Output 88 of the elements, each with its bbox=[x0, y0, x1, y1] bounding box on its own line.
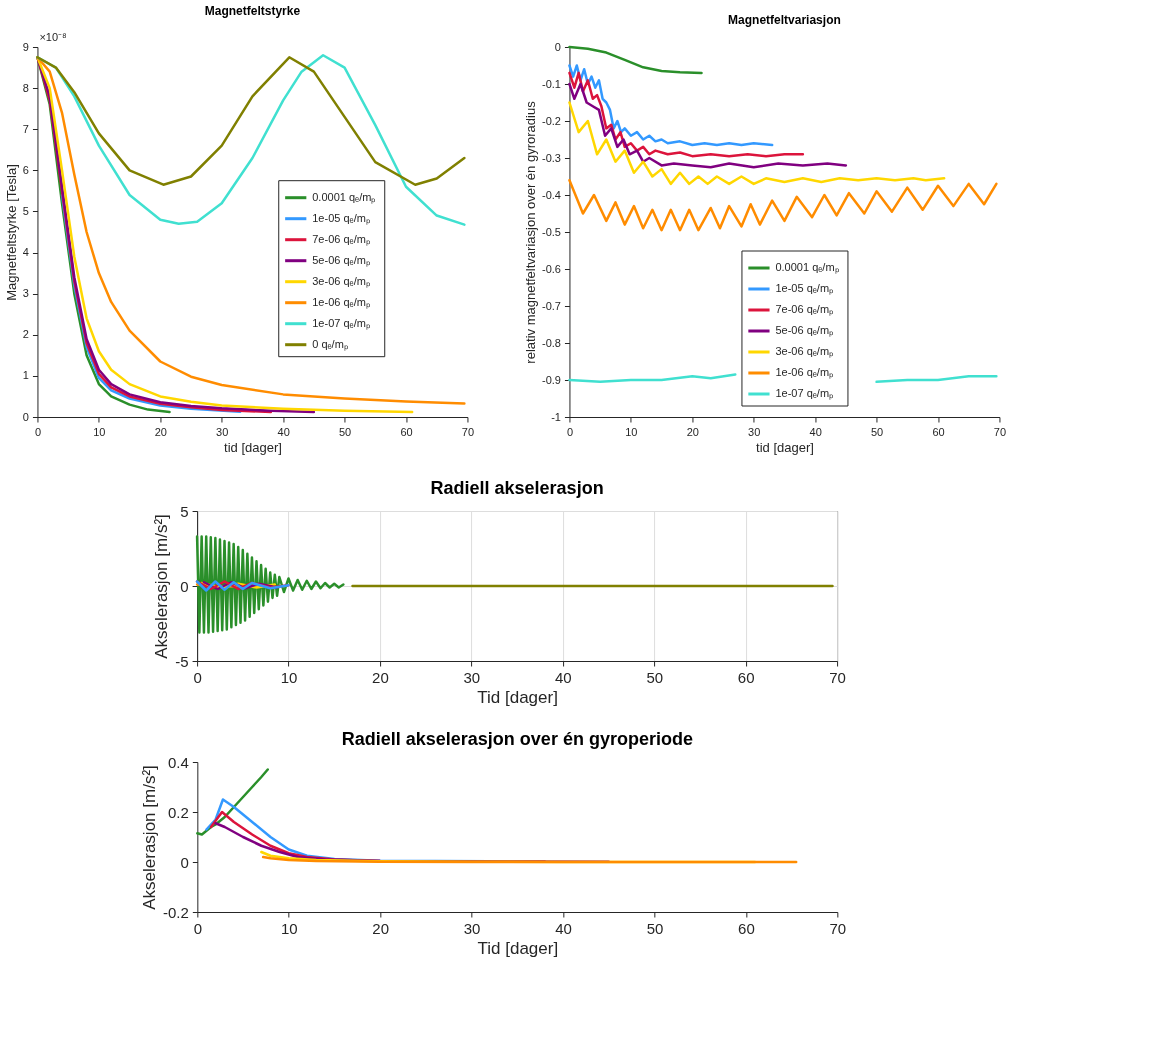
y-axis-title: Akselerasjon [m/s²] bbox=[139, 765, 159, 910]
y-tick-label: 0 bbox=[180, 577, 189, 595]
y-tick-label: -0.3 bbox=[541, 151, 561, 164]
x-tick-label: 60 bbox=[738, 919, 755, 937]
y-tick-label: 1 bbox=[22, 369, 29, 382]
x-tick-label: 70 bbox=[993, 425, 1007, 438]
text: ×10⁻⁸ bbox=[39, 31, 67, 43]
legend-label: 1e-05 qₑ/mₚ bbox=[775, 282, 834, 295]
x-tick-label: 50 bbox=[646, 668, 664, 686]
legend-label: 0.0001 qₑ/mₚ bbox=[775, 261, 839, 274]
y-tick-label: -0.6 bbox=[541, 262, 561, 275]
x-tick-label: 40 bbox=[555, 919, 572, 937]
x-tick-label: 20 bbox=[372, 668, 389, 686]
x-tick-label: 0 bbox=[193, 668, 202, 686]
y-axis-title: relativ magnetfeltvariasjon over én gyroradius bbox=[522, 100, 538, 364]
y-tick-label: -0.1 bbox=[541, 77, 561, 90]
legend-label: 7e-06 qₑ/mₚ bbox=[775, 303, 834, 316]
x-tick-label: 30 bbox=[463, 668, 481, 686]
x-axis-title: tid [dager] bbox=[756, 439, 814, 455]
x-tick-label: 50 bbox=[870, 425, 884, 438]
x-tick-label: 10 bbox=[280, 919, 298, 937]
y-tick-label: -1 bbox=[551, 410, 561, 423]
chart-title: Magnetfeltstyrke bbox=[204, 4, 301, 18]
x-tick-label: 0 bbox=[566, 425, 573, 438]
y-tick-label: 6 bbox=[22, 163, 29, 176]
x-tick-label: 70 bbox=[461, 425, 475, 438]
x-tick-label: 20 bbox=[372, 919, 390, 937]
y-axis-title: Akselerasjon [m/s²] bbox=[152, 514, 172, 659]
x-tick-label: 60 bbox=[737, 668, 755, 686]
legend-label: 3e-06 qₑ/mₚ bbox=[312, 274, 370, 288]
y-tick-label: -0.5 bbox=[541, 225, 561, 238]
x-axis-title: Tid [dager] bbox=[477, 687, 558, 707]
x-tick-label: 40 bbox=[809, 425, 822, 438]
x-tick-label: 10 bbox=[625, 425, 638, 438]
x-tick-label: 70 bbox=[829, 668, 846, 686]
chart-title: Radiell akselerasjon bbox=[430, 478, 604, 498]
x-tick-label: 20 bbox=[686, 425, 699, 438]
x-axis-title: Tid [dager] bbox=[477, 938, 559, 958]
x-tick-label: 30 bbox=[216, 425, 229, 438]
y-tick-label: 2 bbox=[22, 328, 29, 341]
y-tick-label: -0.9 bbox=[541, 373, 561, 386]
y-tick-label: 4 bbox=[22, 246, 29, 259]
y-tick-label: 3 bbox=[22, 287, 29, 300]
x-tick-label: 0 bbox=[34, 425, 41, 438]
y-tick-label: -0.2 bbox=[541, 114, 561, 127]
legend-label: 1e-07 qₑ/mₚ bbox=[312, 316, 370, 330]
x-tick-label: 10 bbox=[280, 668, 298, 686]
y-tick-label: 9 bbox=[22, 40, 29, 53]
y-tick-label: 0 bbox=[180, 853, 189, 871]
legend-label: 5e-06 qₑ/mₚ bbox=[312, 253, 370, 267]
y-tick-label: 0.2 bbox=[167, 803, 189, 821]
legend-label: 0.0001 qₑ/mₚ bbox=[312, 190, 376, 204]
y-tick-label: 5 bbox=[180, 502, 189, 520]
x-tick-label: 70 bbox=[829, 919, 847, 937]
chart-title: Magnetfeltvariasjon bbox=[728, 13, 841, 27]
legend-label: 5e-06 qₑ/mₚ bbox=[775, 324, 834, 337]
x-tick-label: 60 bbox=[932, 425, 945, 438]
x-tick-label: 10 bbox=[93, 425, 106, 438]
legend-label: 1e-05 qₑ/mₚ bbox=[312, 211, 370, 225]
legend-label: 1e-06 qₑ/mₚ bbox=[775, 366, 834, 379]
x-tick-label: 40 bbox=[277, 425, 290, 438]
x-tick-label: 30 bbox=[748, 425, 761, 438]
legend-label: 3e-06 qₑ/mₚ bbox=[775, 345, 834, 358]
x-tick-label: 30 bbox=[463, 919, 481, 937]
y-tick-label: -5 bbox=[175, 652, 189, 670]
y-tick-label: 0 bbox=[22, 410, 29, 423]
y-tick-label: 0 bbox=[554, 40, 561, 53]
y-tick-label: 8 bbox=[22, 81, 29, 94]
legend-label: 0 qₑ/mₚ bbox=[312, 337, 348, 351]
x-tick-label: 50 bbox=[646, 919, 664, 937]
x-axis-title: tid [dager] bbox=[224, 439, 282, 455]
x-tick-label: 60 bbox=[400, 425, 413, 438]
y-tick-label: -0.2 bbox=[162, 903, 189, 921]
legend-label: 1e-06 qₑ/mₚ bbox=[312, 295, 370, 309]
y-axis-title: Magnetfeltstyrke [Tesla] bbox=[3, 164, 19, 301]
legend-label: 7e-06 qₑ/mₚ bbox=[312, 232, 370, 246]
y-tick-label: -0.8 bbox=[541, 336, 561, 349]
y-tick-label: 5 bbox=[22, 204, 29, 217]
legend-label: 1e-07 qₑ/mₚ bbox=[775, 387, 834, 400]
y-tick-label: -0.4 bbox=[541, 188, 561, 201]
y-tick-label: -0.7 bbox=[541, 299, 561, 312]
x-tick-label: 50 bbox=[338, 425, 352, 438]
y-tick-label: 0.4 bbox=[167, 753, 189, 771]
chart-title: Radiell akselerasjon over én gyroperiode bbox=[341, 729, 693, 749]
x-tick-label: 20 bbox=[154, 425, 167, 438]
x-tick-label: 0 bbox=[193, 919, 202, 937]
x-tick-label: 40 bbox=[554, 668, 572, 686]
y-tick-label: 7 bbox=[22, 122, 29, 135]
